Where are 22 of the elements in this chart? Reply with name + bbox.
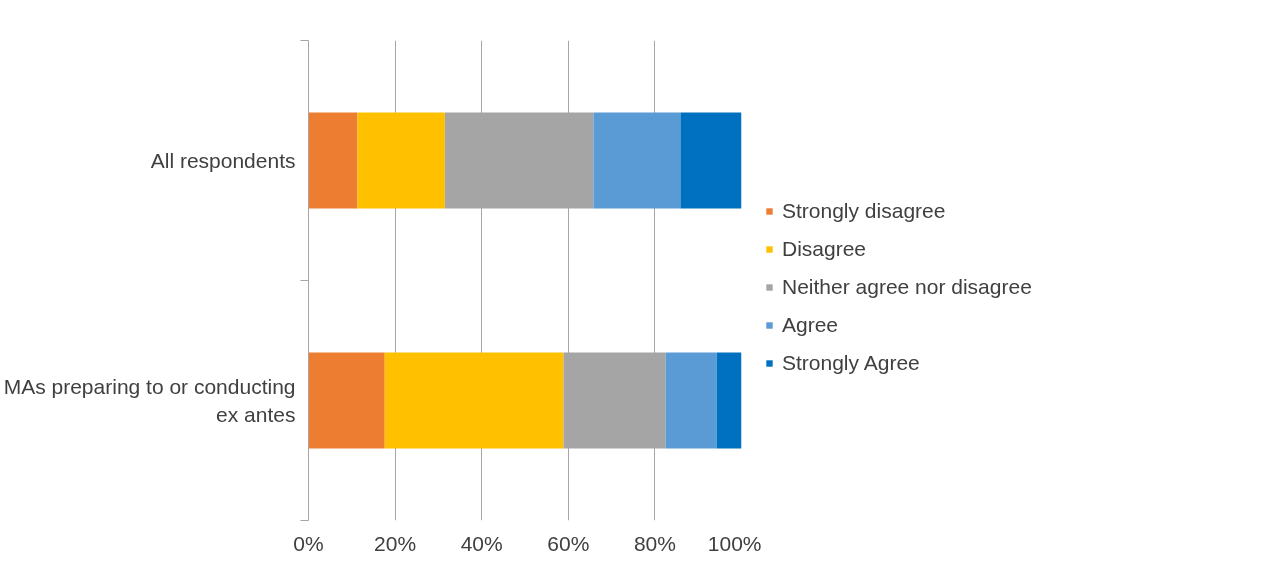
- x-tick-label: 60%: [547, 531, 590, 555]
- legend-label: Strongly Agree: [782, 350, 920, 375]
- x-tick-label: 40%: [460, 531, 503, 555]
- x-tick-label: 100%: [707, 531, 762, 555]
- y-tick-label: All respondents: [150, 149, 296, 172]
- bar: [680, 112, 742, 209]
- bar: [308, 352, 385, 449]
- x-tick-label: 0%: [293, 531, 324, 555]
- y-tick-label: MAs preparing to or conducting ex antes: [3, 375, 296, 426]
- bar: [716, 352, 742, 449]
- x-tick-label: 80%: [633, 531, 676, 555]
- x-tick-label: 20%: [374, 531, 417, 555]
- bar: [384, 352, 564, 449]
- legend-label: Agree: [782, 312, 839, 337]
- legend-label: Disagree: [782, 236, 867, 261]
- bar: [308, 112, 358, 209]
- legend-label: Strongly disagree: [782, 198, 946, 223]
- bar: [665, 352, 717, 449]
- bar: [357, 112, 445, 209]
- bar: [593, 112, 681, 209]
- bar: [444, 112, 594, 209]
- legend-label: Neither agree nor disagree: [782, 274, 1032, 299]
